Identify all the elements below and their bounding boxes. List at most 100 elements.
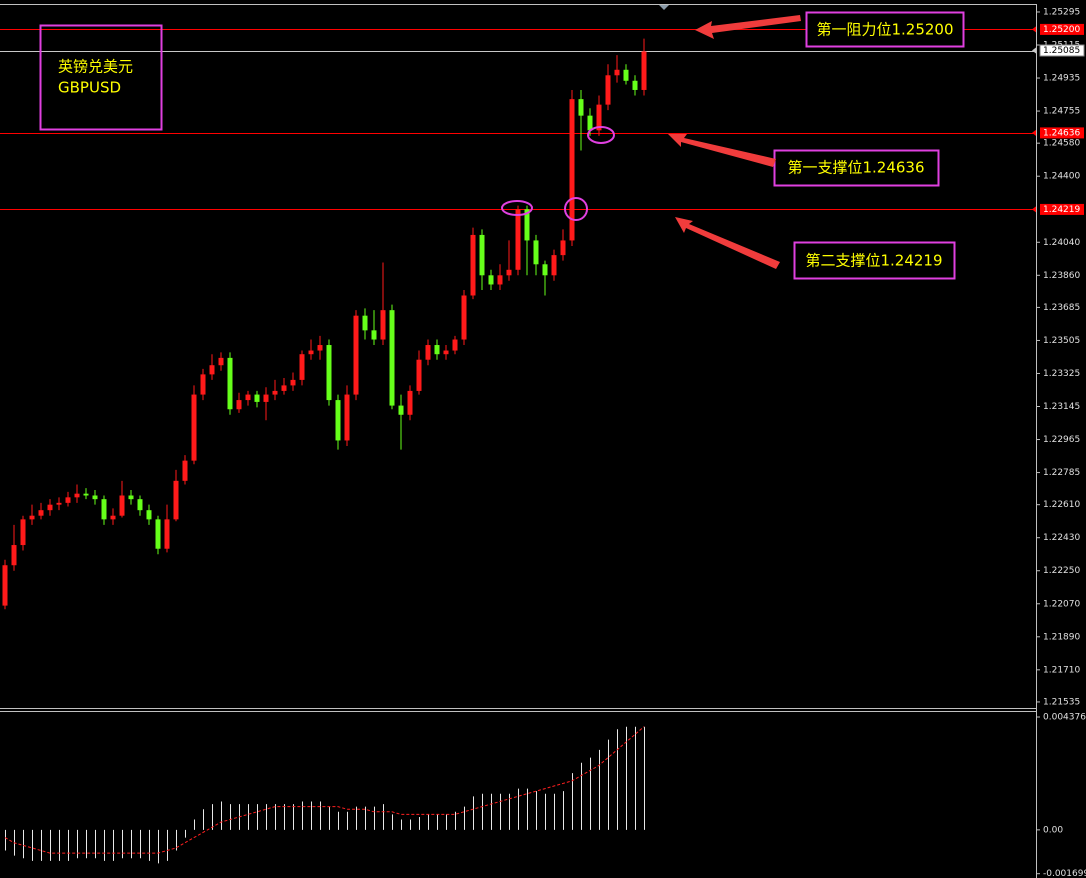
candle-body: [119, 495, 125, 516]
candle-body: [191, 394, 197, 461]
y-tick-label: 1.22785: [1043, 468, 1080, 478]
candle-body: [182, 460, 188, 481]
candle-body: [74, 493, 80, 498]
candle-body: [2, 565, 8, 606]
frame: [0, 4, 1037, 878]
candle-body: [623, 69, 629, 81]
candle-body: [353, 315, 359, 395]
candle-body: [605, 75, 611, 105]
candle-body: [299, 354, 305, 380]
level-marker: [1032, 47, 1036, 54]
candle-body: [200, 374, 206, 395]
candle-body: [29, 515, 35, 520]
y-tick-label: 1.21535: [1043, 697, 1080, 707]
candle-body: [344, 394, 350, 441]
annotation-layer: 英镑兑美元 GBPUSD 第一阻力位1.25200 第一支撑位1.24636 第…: [39, 11, 965, 280]
candle-body: [227, 357, 233, 410]
candle-body: [398, 405, 404, 415]
y-tick-label: 1.24755: [1043, 107, 1080, 117]
y-tick-label: 1.25295: [1043, 7, 1080, 17]
y-tick-label: 1.23505: [1043, 336, 1080, 346]
y-tick-label: 1.21710: [1043, 665, 1080, 675]
level-label-box: [1039, 44, 1085, 57]
candle-body: [452, 339, 458, 351]
y-tick-label: 0.004376: [1043, 713, 1086, 723]
highlight-ellipse: [564, 197, 588, 221]
y-tick-label: 1.24400: [1043, 172, 1080, 182]
y-tick-label: 1.23145: [1043, 402, 1080, 412]
y-tick-label: 1.22250: [1043, 566, 1080, 576]
candle-body: [20, 519, 26, 546]
level-label-box: [1040, 203, 1084, 215]
candle-body: [245, 394, 251, 401]
callout-box: [805, 11, 965, 48]
y-tick-label: 1.23860: [1043, 271, 1080, 281]
plot-layer: 1.252951.251151.249351.247551.245801.244…: [0, 7, 1086, 878]
candle-body: [308, 350, 314, 355]
arrow: [695, 15, 801, 39]
level-marker: [1032, 206, 1036, 213]
callout-text: 第一支撑位1.24636: [787, 159, 924, 177]
y-tick-label: 1.22070: [1043, 599, 1080, 609]
candle-body: [389, 310, 395, 406]
callout-box: [773, 149, 940, 187]
candle-body: [110, 515, 116, 520]
y-tick-label: 1.21890: [1043, 632, 1080, 642]
candle-body: [83, 493, 89, 496]
candle-body: [11, 545, 17, 566]
candle-body: [290, 379, 296, 386]
level-label-box: [1040, 127, 1084, 139]
candle-body: [443, 350, 449, 355]
candle-body: [137, 499, 143, 511]
level-label: 1.25200: [1043, 25, 1080, 35]
symbol-name: 英镑兑美元: [58, 58, 133, 76]
candle-body: [65, 497, 71, 503]
shift-marker: [659, 5, 669, 10]
candle-body: [236, 400, 242, 410]
candle-body: [578, 99, 584, 116]
candle-body: [569, 99, 575, 241]
y-tick-label: 1.24935: [1043, 74, 1080, 84]
candle-body: [416, 359, 422, 391]
candle-body: [380, 310, 386, 340]
candle-body: [641, 51, 647, 90]
candle-body: [542, 264, 548, 276]
candle-body: [596, 104, 602, 131]
candle-body: [362, 315, 368, 331]
callout-text: 第二支撑位1.24219: [805, 252, 942, 270]
candle-body: [335, 400, 341, 441]
symbol-code: GBPUSD: [58, 79, 121, 97]
y-tick-label: 1.24040: [1043, 238, 1080, 248]
candle-body: [425, 345, 431, 360]
candle-body: [587, 115, 593, 131]
y-tick-label: 1.22430: [1043, 533, 1080, 543]
level-marker: [1032, 129, 1036, 136]
candle-body: [560, 240, 566, 256]
y-tick-label: 1.23685: [1043, 303, 1080, 313]
level-label: 1.25085: [1043, 46, 1080, 56]
highlight-ellipse: [501, 200, 533, 216]
candle-body: [524, 209, 530, 241]
candle-body: [506, 269, 512, 276]
candle-body: [551, 255, 557, 276]
candle-body: [47, 504, 53, 511]
arrow: [668, 134, 776, 167]
candle-body: [146, 510, 152, 520]
level-label: 1.24219: [1043, 205, 1080, 215]
candle-body: [479, 234, 485, 276]
y-tick-label: 1.22965: [1043, 435, 1080, 445]
y-tick-label: -0.001699: [1043, 869, 1086, 878]
y-tick-label: 1.24580: [1043, 139, 1080, 149]
y-tick-label: 1.23325: [1043, 369, 1080, 379]
candle-body: [281, 385, 287, 391]
candle-body: [218, 357, 224, 366]
candle-body: [128, 495, 134, 500]
candle-body: [371, 330, 377, 340]
candle-body: [317, 345, 323, 351]
candle-body: [101, 499, 107, 520]
y-tick-label: 0.00: [1043, 825, 1063, 835]
candle-body: [326, 345, 332, 401]
y-tick-label: 1.22610: [1043, 500, 1080, 510]
candle-body: [470, 234, 476, 296]
